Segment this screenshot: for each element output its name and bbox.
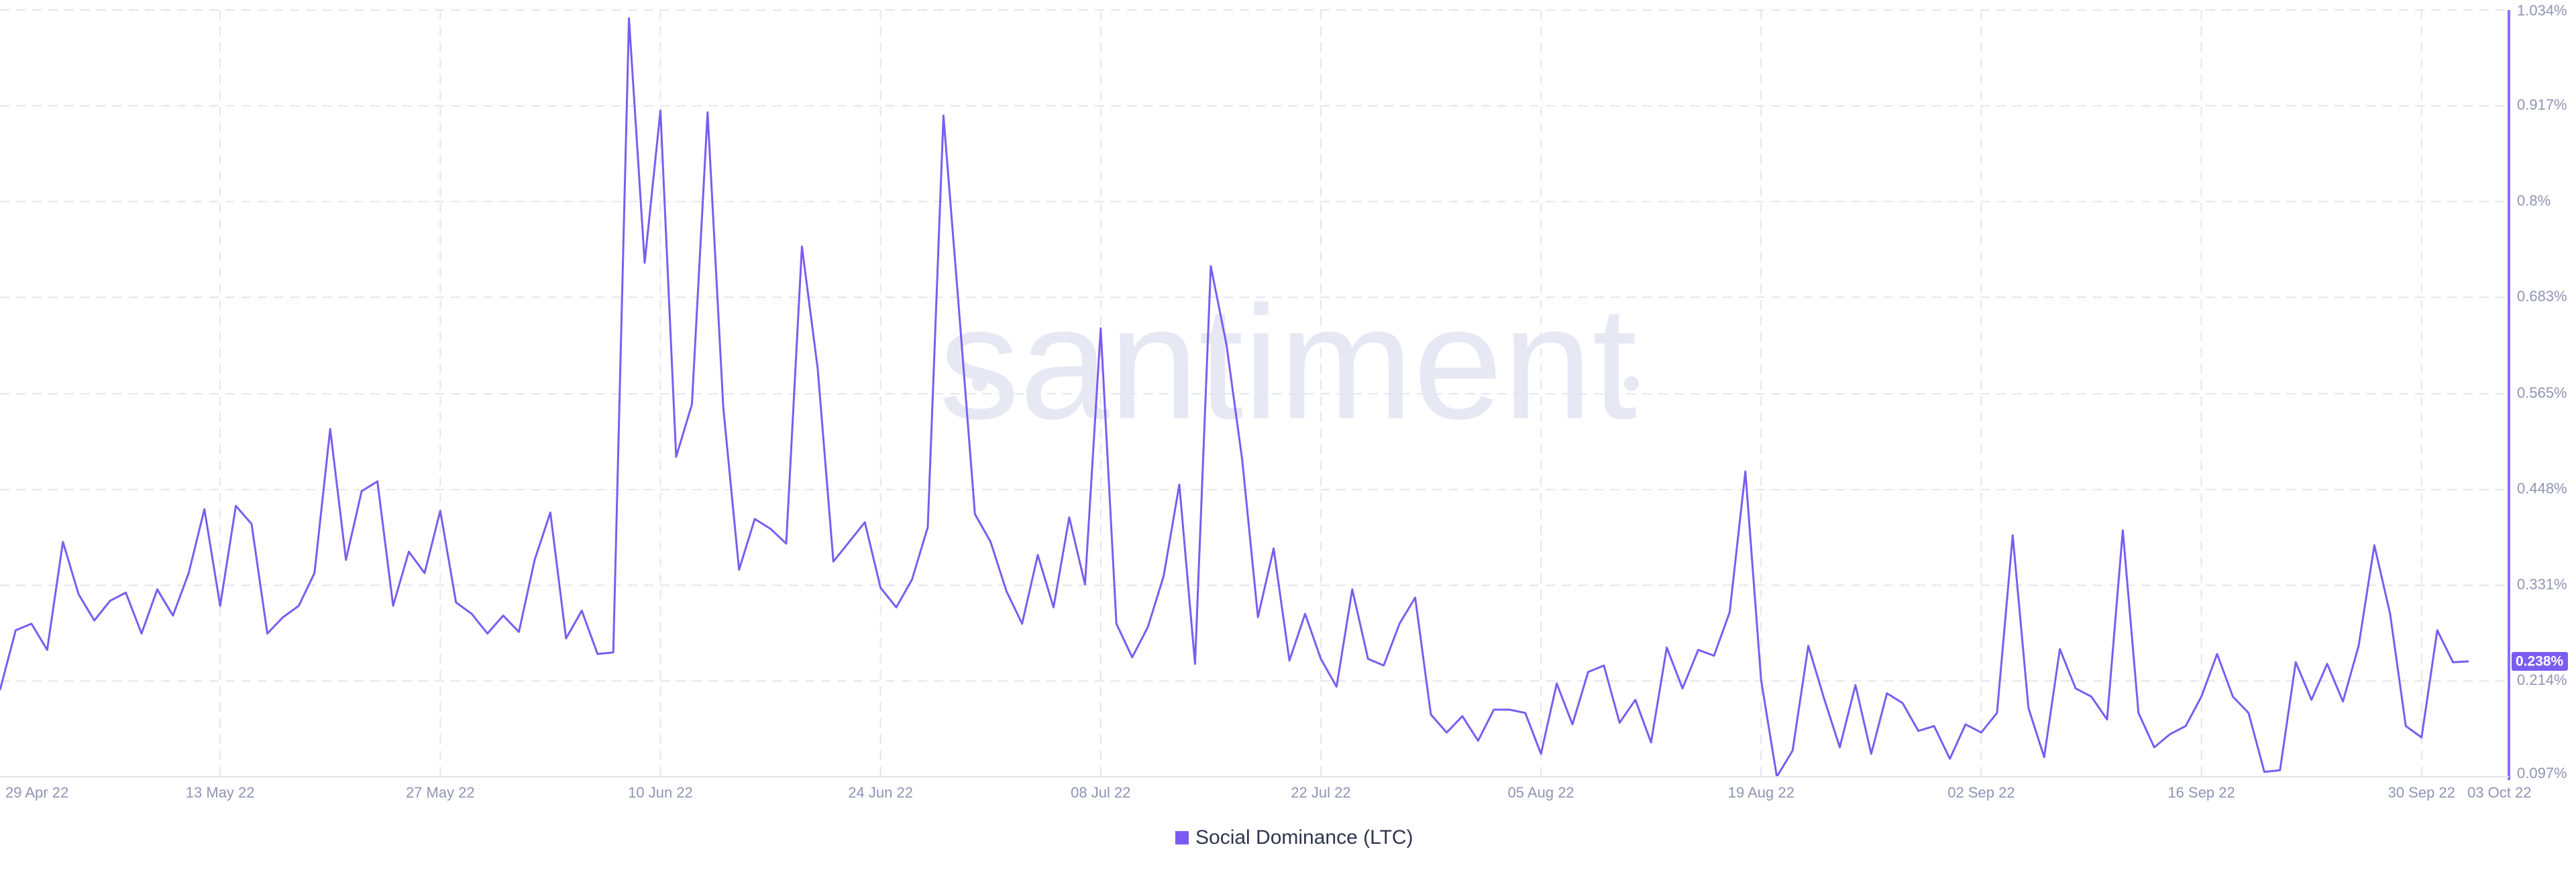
x-tick-label: 22 Jul 22 <box>1291 784 1350 801</box>
y-tick-label: 0.331% <box>2517 576 2567 592</box>
x-tick-label: 16 Sep 22 <box>2167 784 2235 801</box>
x-tick-label: 08 Jul 22 <box>1071 784 1130 801</box>
x-tick-label: 02 Sep 22 <box>1947 784 2015 801</box>
watermark-group: santiment <box>939 272 1639 452</box>
x-tick-label: 30 Sep 22 <box>2388 784 2455 801</box>
y-tick-label: 0.214% <box>2517 671 2567 688</box>
last-value-badge <box>2512 652 2568 671</box>
legend: Social Dominance (LTC) <box>1175 826 1413 849</box>
x-tick-label: 10 Jun 22 <box>628 784 693 801</box>
x-tick-label: 27 May 22 <box>406 784 475 801</box>
plot <box>0 17 2469 778</box>
watermark: santiment <box>939 272 1638 452</box>
x-tick-label: 24 Jun 22 <box>848 784 913 801</box>
y-tick-label: 0.565% <box>2517 384 2567 401</box>
y-tick-label: 0.097% <box>2517 765 2567 781</box>
last-value-label: 0.238% <box>2516 654 2564 669</box>
watermark-dot <box>1624 376 1639 391</box>
x-tick-label: 13 May 22 <box>186 784 255 801</box>
x-tick-label: 19 Aug 22 <box>1728 784 1794 801</box>
y-tick-label: 0.683% <box>2517 288 2567 305</box>
series-line <box>0 17 2469 778</box>
legend-label: Social Dominance (LTC) <box>1195 826 1413 849</box>
x-tick-label: 03 Oct 22 <box>2467 784 2531 801</box>
y-tick-label: 0.8% <box>2517 192 2551 209</box>
y-tick-label: 0.448% <box>2517 480 2567 497</box>
x-tick-label: 29 Apr 22 <box>5 784 68 801</box>
watermark-dot <box>972 376 987 391</box>
axes: 0.097% 0.214% 0.331% 0.448% 0.565% 0.683% 0.8%… <box>0 2 2568 801</box>
y-tick-label: 0.917% <box>2517 97 2567 113</box>
x-tick-label: 05 Aug 22 <box>1508 784 1574 801</box>
legend-swatch <box>1175 831 1189 844</box>
y-tick-label: 1.034% <box>2517 2 2567 19</box>
